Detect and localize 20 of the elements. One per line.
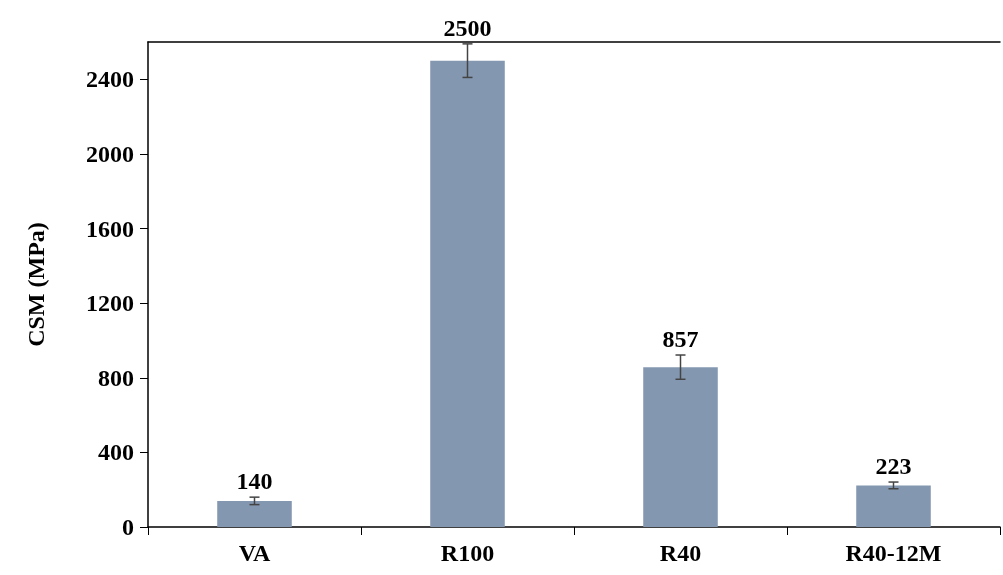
y-tick-label: 1600	[86, 215, 134, 242]
data-label: 2500	[443, 14, 492, 41]
y-axis-title: CSM (MPa)	[23, 222, 49, 347]
bar	[430, 60, 505, 527]
data-label: 140	[236, 468, 273, 495]
y-tick-label: 1200	[86, 290, 134, 317]
data-label: 223	[875, 453, 912, 480]
x-tick-label: R100	[440, 540, 495, 566]
y-tick-label: 400	[98, 439, 134, 466]
data-label: 857	[662, 326, 699, 353]
bar	[643, 367, 718, 527]
x-tick-label: R40	[659, 540, 702, 566]
bar	[217, 500, 292, 527]
y-tick-label: 800	[98, 364, 134, 391]
y-tick-label: 0	[122, 514, 134, 540]
x-tick-label: VA	[238, 540, 271, 566]
x-tick-label: R40-12M	[845, 540, 942, 566]
y-tick-label: 2000	[86, 140, 134, 167]
bar	[856, 485, 931, 527]
y-tick-label: 2400	[86, 66, 134, 93]
